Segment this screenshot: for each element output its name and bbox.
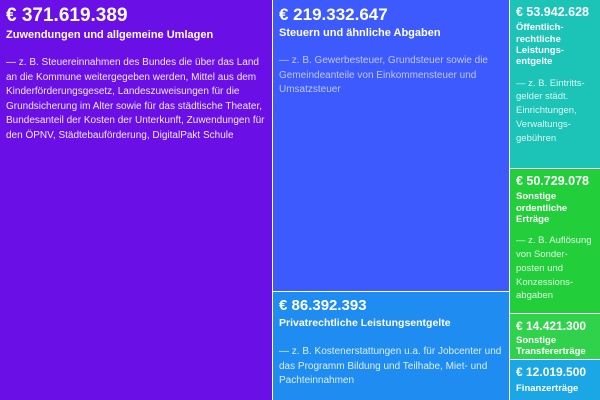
tile-zuwendungen[interactable]: € 371.619.389 Zuwendungen und allgemeine… bbox=[0, 0, 272, 400]
tile-sonstige-transferertraege[interactable]: € 14.421.300 Sonstige Transfererträge bbox=[510, 314, 600, 359]
tile-steuern[interactable]: € 219.332.647 Steuern und ähnliche Abgab… bbox=[273, 0, 509, 291]
tile-value: € 50.729.078 bbox=[516, 174, 589, 188]
tile-privatrechtliche-entgelte[interactable]: € 86.392.393 Privatrechtliche Leistungse… bbox=[273, 292, 509, 400]
tile-oeffentlich-rechtliche-entgelte[interactable]: € 53.942.628 Öffentlich-rechtliche Leist… bbox=[510, 0, 600, 168]
tile-description: — z. B. Kostenerstattungen u.a. für Jobc… bbox=[279, 346, 502, 387]
tile-label: Sonstige Transfererträge bbox=[516, 334, 586, 357]
tile-description: — z. B. Gewerbesteuer, Grundsteuer sowie… bbox=[279, 55, 488, 96]
tile-finanzertraege[interactable]: € 12.019.500 Finanzerträge bbox=[510, 360, 600, 400]
tile-sonstige-ordentliche-ertraege[interactable]: € 50.729.078 Sonstige ordentliche Erträg… bbox=[510, 169, 600, 313]
tile-label: Privatrechtliche Leistungsentgelte bbox=[279, 316, 451, 329]
tile-value: € 86.392.393 bbox=[279, 297, 367, 314]
tile-description: — z. B. Eintritts-gelder städt. Einricht… bbox=[516, 77, 585, 144]
tile-description: — z. B. Auflösung von Sonder-posten und … bbox=[516, 235, 592, 302]
tile-label: Steuern und ähnliche Abgaben bbox=[279, 26, 441, 39]
tile-label: Zuwendungen und allgemeine Umlagen bbox=[6, 28, 214, 41]
tile-value: € 14.421.300 bbox=[516, 319, 587, 333]
tile-value: € 219.332.647 bbox=[279, 5, 388, 24]
tile-description: — z. B. Steuereinnahmen des Bundes die ü… bbox=[6, 57, 265, 141]
tile-value: € 371.619.389 bbox=[6, 5, 128, 26]
tile-label: Öffentlich-rechtliche Leistungs-entgelte bbox=[516, 22, 565, 68]
tile-label: Finanzerträge bbox=[516, 382, 579, 394]
tile-value: € 53.942.628 bbox=[516, 5, 589, 19]
tile-label: Sonstige ordentliche Erträge bbox=[516, 191, 568, 225]
tile-value: € 12.019.500 bbox=[516, 365, 587, 379]
